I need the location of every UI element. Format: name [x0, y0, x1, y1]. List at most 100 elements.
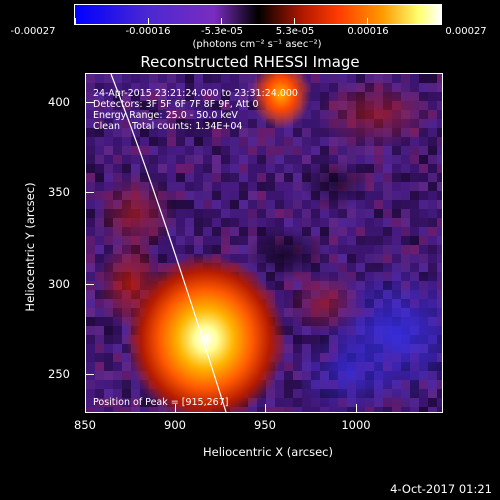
- noise-pixel: [302, 344, 311, 353]
- noise-pixel: [383, 218, 392, 227]
- noise-pixel: [302, 272, 311, 281]
- noise-pixel: [203, 83, 212, 92]
- noise-pixel: [122, 74, 131, 83]
- noise-pixel: [140, 407, 149, 412]
- noise-pixel: [122, 146, 131, 155]
- noise-pixel: [86, 182, 95, 191]
- noise-pixel: [95, 317, 104, 326]
- noise-pixel: [104, 380, 113, 389]
- noise-pixel: [167, 119, 176, 128]
- noise-pixel: [383, 254, 392, 263]
- noise-pixel: [437, 209, 442, 218]
- noise-pixel: [275, 209, 284, 218]
- noise-pixel: [167, 173, 176, 182]
- noise-pixel: [122, 128, 131, 137]
- noise-pixel: [437, 164, 442, 173]
- noise-pixel: [104, 128, 113, 137]
- noise-pixel: [86, 290, 95, 299]
- noise-pixel: [356, 236, 365, 245]
- noise-pixel: [221, 227, 230, 236]
- noise-pixel: [104, 146, 113, 155]
- noise-pixel: [158, 83, 167, 92]
- noise-pixel: [302, 326, 311, 335]
- noise-pixel: [239, 164, 248, 173]
- noise-pixel: [311, 128, 320, 137]
- noise-pixel: [86, 155, 95, 164]
- noise-pixel: [437, 83, 442, 92]
- noise-pixel: [140, 74, 149, 83]
- noise-pixel: [239, 146, 248, 155]
- noise-pixel: [410, 245, 419, 254]
- noise-pixel: [95, 362, 104, 371]
- noise-pixel: [194, 164, 203, 173]
- noise-pixel: [428, 137, 437, 146]
- noise-pixel: [284, 200, 293, 209]
- noise-pixel: [167, 155, 176, 164]
- noise-pixel: [86, 236, 95, 245]
- noise-pixel: [374, 164, 383, 173]
- noise-pixel: [95, 110, 104, 119]
- noise-pixel: [248, 74, 257, 83]
- noise-pixel: [428, 164, 437, 173]
- noise-pixel: [437, 218, 442, 227]
- noise-pixel: [347, 209, 356, 218]
- noise-pixel: [374, 173, 383, 182]
- noise-pixel: [212, 155, 221, 164]
- noise-pixel: [401, 155, 410, 164]
- noise-pixel: [104, 137, 113, 146]
- noise-pixel: [221, 128, 230, 137]
- noise-pixel: [302, 335, 311, 344]
- noise-pixel: [167, 245, 176, 254]
- noise-pixel: [410, 236, 419, 245]
- noise-pixel: [104, 407, 113, 412]
- noise-pixel: [284, 353, 293, 362]
- noise-pixel: [230, 182, 239, 191]
- colorbar-label: 0.00016: [347, 26, 389, 37]
- noise-pixel: [437, 128, 442, 137]
- image-canvas: [86, 74, 442, 412]
- noise-pixel: [185, 227, 194, 236]
- clean-info: Clean Total counts: 1.34E+04: [93, 121, 243, 132]
- noise-pixel: [293, 173, 302, 182]
- noise-pixel: [302, 110, 311, 119]
- noise-pixel: [338, 263, 347, 272]
- noise-pixel: [113, 119, 122, 128]
- noise-pixel: [176, 245, 185, 254]
- noise-pixel: [86, 83, 95, 92]
- noise-pixel: [104, 398, 113, 407]
- noise-pixel: [176, 164, 185, 173]
- noise-pixel: [221, 146, 230, 155]
- noise-pixel: [374, 254, 383, 263]
- noise-pixel: [275, 155, 284, 164]
- noise-pixel: [419, 209, 428, 218]
- colorbar-tick: [440, 18, 441, 24]
- noise-pixel: [275, 191, 284, 200]
- dark-patch: [246, 229, 326, 279]
- noise-pixel: [185, 191, 194, 200]
- noise-pixel: [419, 164, 428, 173]
- noise-pixel: [149, 110, 158, 119]
- noise-pixel: [95, 137, 104, 146]
- noise-pixel: [365, 236, 374, 245]
- noise-pixel: [293, 380, 302, 389]
- noise-pixel: [311, 110, 320, 119]
- noise-pixel: [212, 191, 221, 200]
- noise-pixel: [203, 119, 212, 128]
- noise-pixel: [311, 119, 320, 128]
- noise-pixel: [302, 137, 311, 146]
- noise-pixel: [176, 200, 185, 209]
- noise-pixel: [194, 119, 203, 128]
- noise-pixel: [230, 236, 239, 245]
- noise-pixel: [401, 245, 410, 254]
- noise-pixel: [329, 263, 338, 272]
- noise-pixel: [95, 164, 104, 173]
- noise-pixel: [230, 110, 239, 119]
- noise-pixel: [185, 137, 194, 146]
- noise-pixel: [131, 128, 140, 137]
- noise-pixel: [86, 209, 95, 218]
- noise-pixel: [140, 164, 149, 173]
- noise-pixel: [284, 407, 293, 412]
- noise-pixel: [392, 245, 401, 254]
- noise-pixel: [428, 245, 437, 254]
- noise-pixel: [221, 164, 230, 173]
